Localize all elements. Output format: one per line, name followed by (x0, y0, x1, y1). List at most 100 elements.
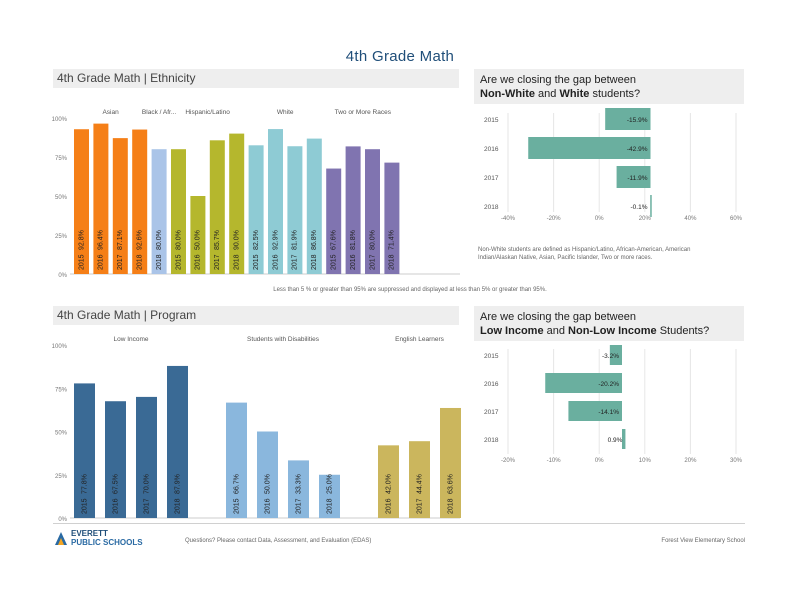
bar-swd-2015 (226, 402, 247, 518)
bar-hispanic-2018 (229, 133, 245, 274)
gap-bar-2016 (545, 373, 622, 393)
bar-year-label: 2018 (156, 254, 163, 270)
y-tick-label: 0% (58, 273, 67, 279)
bar-low_income-2015 (74, 383, 95, 518)
bar-data-label: 67.5% (112, 474, 119, 494)
row-year-label: 2015 (484, 117, 499, 124)
bar-data-label: 67.6% (331, 230, 338, 250)
x-tick-label: 60% (730, 216, 743, 222)
logo-line1: EVERETT (71, 529, 108, 538)
bar-low_income-2018 (167, 365, 188, 518)
gap-data-label: -11.9% (627, 175, 647, 182)
gap2-and: and (543, 325, 569, 337)
bar-year-label: 2016 (264, 498, 271, 514)
bar-year-label: 2017 (292, 254, 299, 270)
bar-white-2016 (268, 129, 283, 274)
bar-year-label: 2017 (214, 254, 221, 270)
bar-year-label: 2017 (117, 254, 124, 270)
y-tick-label: 25% (55, 474, 68, 480)
x-tick-label: 0% (595, 216, 604, 222)
bar-data-label: 90.0% (234, 230, 241, 250)
gap1-footnote-line1: Non-White students are defined as Hispan… (478, 247, 691, 253)
bar-asian-2018 (132, 129, 148, 274)
bar-data-label: 70.0% (143, 474, 150, 494)
row-year-label: 2017 (484, 409, 499, 416)
y-tick-label: 0% (58, 517, 67, 522)
gap-bar-2017 (568, 401, 622, 421)
bar-hispanic-2015 (171, 149, 186, 274)
program-bar-chart: 0% 25% 50% 75% 100% 2015 77.8% 2016 67.5% 2017 70.… (52, 336, 461, 522)
ethnicity-panel-header: 4th Grade Math | Ethnicity (53, 69, 459, 88)
y-tick-label: 50% (55, 431, 68, 437)
row-year-label: 2018 (484, 204, 499, 211)
bar-data-label: 87.9% (174, 474, 181, 494)
ethnicity-bar-chart: 0% 25% 50% 75% 100% 2015 92.8% 2016 96.4% 2017 87.… (52, 109, 460, 279)
gap2-tail: Students? (656, 325, 710, 337)
bar-data-label: 66.7% (233, 474, 240, 494)
gap-data-label: -0.1% (631, 204, 648, 211)
bar-year-label: 2015 (78, 254, 85, 270)
bar-data-label: 71.4% (389, 230, 396, 250)
group-label-two_more: Two or More Races (335, 109, 392, 116)
logo-line2: PUBLIC SCHOOLS (71, 538, 143, 547)
bar-ell-2018 (440, 407, 461, 518)
bar-data-label: 86.8% (311, 230, 318, 250)
gap1-and: and (534, 88, 560, 100)
gap1-footnote-line2: Indian/Alaskan Native, Asian, Pacific Is… (478, 255, 653, 261)
bar-year-label: 2018 (326, 498, 333, 514)
row-year-label: 2016 (484, 146, 499, 153)
bar-hispanic-2016 (190, 196, 206, 274)
bar-year-label: 2015 (81, 498, 88, 514)
bar-data-label: 80.0% (369, 230, 376, 250)
income-gap-chart: -20% -10% 0% 10% 20% 30% 2015 -3.2% 2016 -20.2% 20… (484, 345, 743, 464)
district-logo: EVERETT PUBLIC SCHOOLS (53, 528, 163, 548)
bar-two_more-2017 (365, 149, 380, 274)
bar-year-label: 2016 (350, 254, 357, 270)
bar-year-label: 2016 (385, 498, 392, 514)
gap-bar-2017 (616, 166, 651, 188)
gap2-group-a: Low Income (480, 325, 544, 337)
bar-data-label: 50.0% (264, 474, 271, 494)
bar-year-label: 2018 (174, 498, 181, 514)
bar-data-label: 80.0% (175, 230, 182, 250)
bar-low_income-2017 (136, 396, 157, 518)
page-title: 4th Grade Math (345, 48, 455, 65)
gap-bar-2016 (528, 137, 651, 159)
group-label-asian: Asian (102, 109, 119, 116)
bar-year-label: 2016 (195, 254, 202, 270)
gap1-title-line1: Are we closing the gap between (480, 74, 636, 86)
y-tick-label: 75% (55, 156, 68, 162)
y-tick-label: 25% (55, 234, 68, 240)
x-tick-label: -20% (501, 458, 516, 464)
bar-data-label: 44.4% (416, 474, 423, 494)
x-tick-label: -10% (547, 458, 562, 464)
bar-year-label: 2018 (389, 254, 396, 270)
gap-bar-2015 (609, 345, 622, 365)
bar-data-label: 85.7% (214, 230, 221, 250)
bar-year-label: 2017 (143, 498, 150, 514)
gap-bar-2018 (622, 429, 626, 449)
y-tick-label: 100% (52, 117, 68, 123)
bar-year-label: 2016 (98, 254, 105, 270)
bar-two_more-2016 (345, 146, 361, 274)
gap2-header: Are we closing the gap between Low Incom… (474, 306, 744, 341)
bar-hispanic-2017 (209, 140, 225, 274)
bar-data-label: 25.0% (326, 474, 333, 494)
bar-year-label: 2018 (311, 254, 318, 270)
row-year-label: 2017 (484, 175, 499, 182)
gap1-group-a: Non-White (480, 88, 535, 100)
gap-data-label: -14.1% (598, 409, 619, 416)
y-tick-label: 75% (55, 387, 68, 393)
bar-asian-2015 (74, 129, 89, 274)
row-year-label: 2016 (484, 381, 499, 388)
bar-swd-2016 (257, 431, 278, 518)
bar-white-2018 (306, 138, 322, 274)
program-panel-header: 4th Grade Math | Program (53, 306, 459, 325)
bar-data-label: 92.6% (137, 230, 144, 250)
bar-data-label: 87.1% (117, 230, 124, 250)
gap-bar-2015 (605, 108, 651, 130)
x-tick-label: 20% (684, 458, 697, 464)
gap2-title-line1: Are we closing the gap between (480, 311, 636, 323)
gap-bar-2018 (650, 195, 652, 217)
bar-ell-2016 (378, 445, 399, 518)
